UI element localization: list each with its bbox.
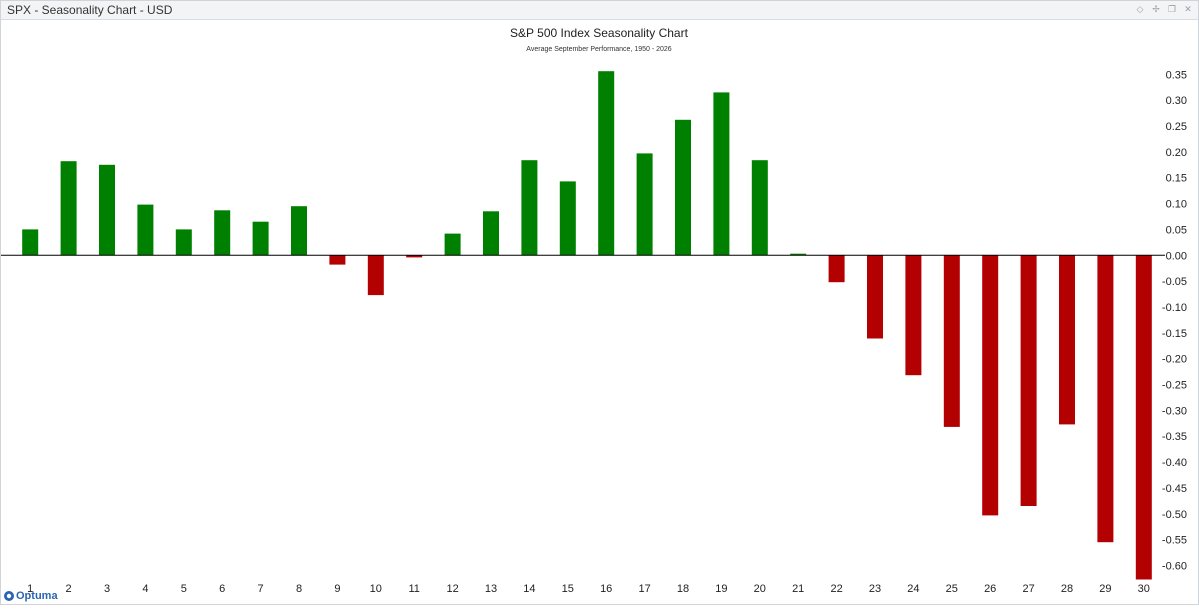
- x-tick-label: 17: [638, 583, 650, 595]
- x-tick-label: 7: [258, 583, 264, 595]
- bar-day-8: [291, 206, 307, 256]
- bar-day-15: [559, 181, 576, 256]
- pin-diamond-icon[interactable]: ◇: [1136, 3, 1144, 14]
- close-icon[interactable]: ✕: [1184, 3, 1192, 14]
- bar-day-2: [60, 161, 77, 256]
- y-tick-label: -0.10: [1162, 302, 1187, 314]
- bar-day-5: [175, 229, 192, 256]
- x-tick-label: 1: [27, 583, 33, 595]
- bar-day-16: [598, 71, 615, 256]
- y-tick-label: 0.05: [1166, 224, 1187, 236]
- bar-day-17: [636, 153, 653, 256]
- bar-day-29: [1097, 255, 1114, 543]
- x-tick-label: 22: [830, 583, 842, 595]
- bar-day-9: [329, 255, 346, 265]
- y-tick-label: -0.60: [1162, 561, 1187, 573]
- x-tick-label: 4: [142, 583, 148, 595]
- y-tick-label: -0.45: [1162, 483, 1187, 495]
- bar-day-19: [713, 92, 730, 256]
- x-tick-label: 10: [370, 583, 382, 595]
- y-tick-label: -0.40: [1162, 457, 1187, 469]
- y-tick-label: -0.20: [1162, 354, 1187, 366]
- window-title: SPX - Seasonality Chart - USD: [7, 3, 173, 17]
- optuma-logo: Optuma: [3, 589, 58, 603]
- y-tick-label: 0.15: [1166, 173, 1187, 185]
- bar-day-27: [1020, 255, 1037, 506]
- x-tick-label: 19: [715, 583, 727, 595]
- x-tick-label: 12: [446, 583, 458, 595]
- y-tick-label: 0.10: [1166, 199, 1187, 211]
- bar-day-30: [1135, 255, 1152, 580]
- x-tick-label: 6: [219, 583, 225, 595]
- x-tick-label: 27: [1022, 583, 1034, 595]
- x-tick-label: 28: [1061, 583, 1073, 595]
- x-tick-label: 14: [523, 583, 535, 595]
- bar-day-20: [751, 160, 768, 256]
- y-tick-label: -0.05: [1162, 276, 1187, 288]
- window-controls: ◇ ✢ ❐ ✕: [1134, 2, 1194, 16]
- bar-day-18: [675, 119, 691, 256]
- bar-day-22: [828, 255, 845, 283]
- y-tick-label: -0.25: [1162, 380, 1187, 392]
- x-tick-label: 26: [984, 583, 996, 595]
- bar-day-24: [905, 255, 922, 376]
- y-axis: 0.35 0.30 0.25 0.20 0.15 0.10 0.05 0.00 -0.05 -0.…: [1162, 69, 1187, 572]
- y-tick-label: -0.15: [1162, 328, 1187, 340]
- y-tick-label: -0.55: [1162, 535, 1187, 547]
- x-tick-label: 2: [66, 583, 72, 595]
- bars-group: [22, 71, 1152, 580]
- optuma-logo-icon: [4, 591, 14, 601]
- x-tick-label: 29: [1099, 583, 1111, 595]
- chart-subtitle: Average September Performance, 1950 - 20…: [526, 46, 672, 53]
- chart-area: S&P 500 Index Seasonality Chart Average …: [1, 20, 1198, 604]
- x-tick-label: 3: [104, 583, 110, 595]
- x-tick-label: 15: [562, 583, 574, 595]
- bar-day-25: [943, 255, 960, 427]
- y-tick-label: 0.20: [1166, 147, 1187, 159]
- x-tick-label: 5: [181, 583, 187, 595]
- pushpin-icon[interactable]: ✢: [1152, 3, 1160, 14]
- bar-day-10: [367, 255, 384, 296]
- x-tick-label: 13: [485, 583, 497, 595]
- bar-day-26: [982, 255, 999, 516]
- restore-window-icon[interactable]: ❐: [1167, 3, 1177, 14]
- bar-day-13: [483, 211, 499, 256]
- y-tick-label: 0.25: [1166, 121, 1187, 133]
- x-tick-label: 20: [754, 583, 766, 595]
- bar-day-4: [137, 204, 154, 256]
- bar-day-12: [444, 233, 461, 256]
- x-tick-label: 21: [792, 583, 804, 595]
- y-tick-label: 0.30: [1166, 95, 1187, 107]
- y-tick-label: -0.35: [1162, 431, 1187, 443]
- x-tick-label: 30: [1138, 583, 1150, 595]
- x-tick-label: 11: [408, 583, 419, 595]
- x-tick-label: 9: [334, 583, 340, 595]
- x-tick-label: 8: [296, 583, 302, 595]
- x-tick-label: 24: [907, 583, 919, 595]
- x-tick-label: 16: [600, 583, 612, 595]
- x-axis: 1 2 3 4 5 6 7 8 9 10 11 12 13 14 15 16 17 18 19 20 21 22 23 24 2…: [27, 583, 1150, 595]
- x-tick-label: 23: [869, 583, 881, 595]
- bar-day-6: [214, 210, 231, 256]
- bar-day-28: [1059, 255, 1075, 425]
- x-tick-label: 18: [677, 583, 689, 595]
- bar-day-7: [252, 221, 269, 256]
- y-tick-label: -0.50: [1162, 509, 1187, 521]
- window-titlebar: SPX - Seasonality Chart - USD ◇ ✢ ❐ ✕: [1, 1, 1198, 20]
- y-tick-label: 0.35: [1166, 69, 1187, 81]
- bar-day-21: [790, 253, 807, 256]
- y-tick-label: -0.30: [1162, 405, 1187, 417]
- bar-day-1: [22, 229, 39, 256]
- seasonality-bar-chart: S&P 500 Index Seasonality Chart Average …: [1, 26, 1187, 595]
- bar-day-23: [867, 255, 883, 339]
- x-tick-label: 25: [946, 583, 958, 595]
- optuma-logo-text: Optuma: [16, 590, 58, 602]
- bar-day-11: [406, 255, 423, 258]
- bar-day-3: [99, 164, 115, 256]
- bar-day-14: [521, 160, 538, 256]
- chart-title: S&P 500 Index Seasonality Chart: [510, 26, 689, 40]
- y-tick-label: 0.00: [1166, 250, 1187, 262]
